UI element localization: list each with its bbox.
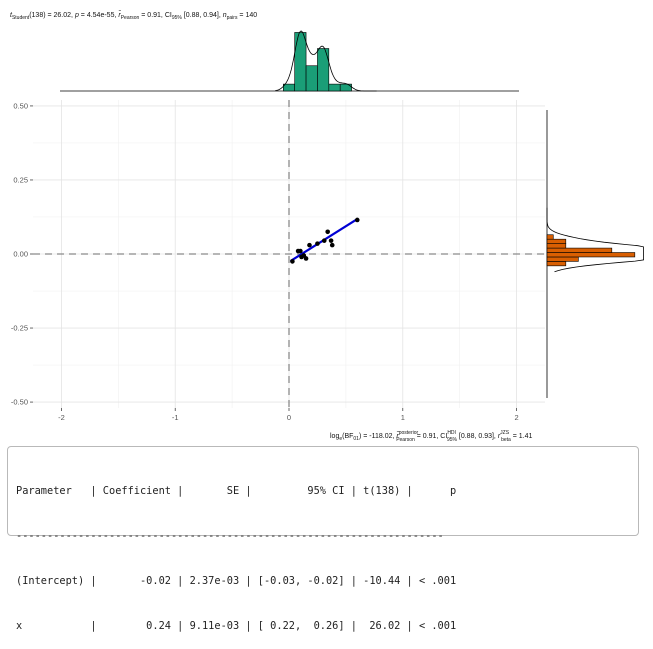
data-point	[290, 259, 295, 264]
x-hist-bar	[283, 83, 295, 92]
y-tick-label: 0.25	[13, 175, 28, 184]
data-point	[325, 229, 330, 235]
x-tick-label: 1	[401, 413, 405, 422]
table-row-x: x | 0.24 | 9.11e-03 | [ 0.22, 0.26] | 26…	[16, 620, 457, 632]
y-marginal-histogram	[546, 110, 644, 398]
x-marginal-histogram	[60, 30, 519, 92]
x-density-curve	[275, 30, 377, 92]
x-hist-bar	[305, 65, 318, 92]
table-row-intercept: (Intercept) | -0.02 | 2.37e-03 | [-0.03,…	[16, 575, 457, 587]
data-point	[354, 217, 360, 223]
x-tick-label: -2	[58, 413, 65, 422]
data-points	[290, 217, 360, 264]
table-divider: ----------------------------------------…	[16, 530, 444, 542]
y-tick-label: 0.00	[13, 250, 28, 259]
x-tick-label: -1	[172, 413, 179, 422]
chart-caption-bayes: loge(BF01) = -118.02, r̂posterior Pearson…	[330, 430, 533, 443]
x-hist-bar	[317, 48, 330, 92]
x-hist-bar	[294, 32, 307, 92]
table-header: Parameter | Coefficient | SE | 95% CI | …	[16, 485, 457, 497]
y-hist-bar	[546, 238, 567, 244]
data-point	[303, 256, 309, 261]
data-point	[329, 242, 335, 248]
x-tick-label: 0	[287, 413, 291, 422]
y-hist-bar	[546, 247, 613, 253]
x-hist-bar	[328, 83, 341, 92]
data-point	[321, 238, 327, 243]
chart-title-statistics: tStudent(138) = 26.02, p = 4.54e-55, r̂P…	[10, 11, 257, 21]
y-tick-label: -0.25	[11, 324, 28, 333]
data-point	[328, 238, 334, 243]
zero-reference-lines	[33, 100, 545, 408]
scatter-plot-with-marginal-histograms: tStudent(138) = 26.02, p = 4.54e-55, r̂P…	[10, 11, 644, 443]
y-tick-label: 0.50	[13, 101, 28, 110]
y-density-curve	[546, 207, 644, 273]
y-hist-bar	[546, 243, 567, 249]
data-point	[315, 241, 320, 246]
y-tick-label: -0.50	[11, 398, 28, 407]
x-tick-label: 2	[514, 413, 518, 422]
axes: -0.50 -0.25 0.00 0.25 0.50 -2 -1 0 1 2	[11, 101, 519, 422]
data-point	[307, 242, 312, 248]
data-point	[298, 248, 303, 254]
x-hist-bar	[339, 83, 352, 92]
y-hist-bar	[546, 261, 567, 267]
y-hist-bar	[546, 234, 554, 240]
y-hist-bar	[546, 256, 579, 262]
y-hist-bar	[546, 252, 636, 258]
regression-coefficients-table: Parameter | Coefficient | SE | 95% CI | …	[7, 446, 639, 632]
